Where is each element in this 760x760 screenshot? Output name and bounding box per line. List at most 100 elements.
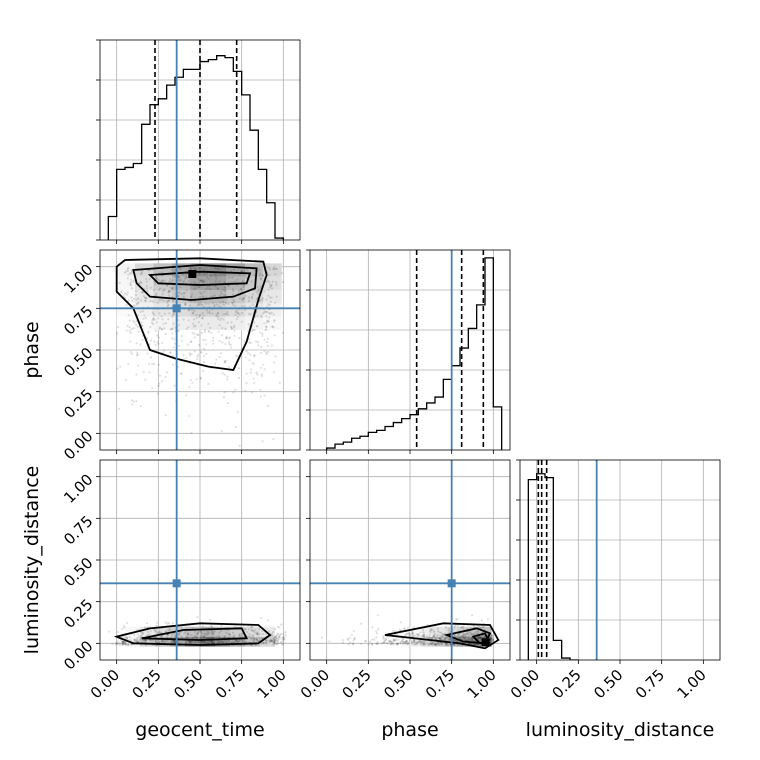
scatter-point (392, 639, 395, 642)
scatter-point (453, 639, 457, 642)
scatter-point (214, 285, 217, 288)
scatter-point (443, 636, 446, 639)
scatter-point (135, 351, 139, 354)
scatter-point (130, 328, 134, 331)
scatter-point (182, 273, 185, 276)
scatter-point (167, 299, 170, 302)
scatter-point (177, 275, 180, 278)
scatter-point (166, 622, 169, 625)
scatter-point (229, 343, 233, 346)
scatter-point (155, 277, 159, 280)
scatter-point (130, 352, 134, 355)
scatter-point (260, 642, 263, 645)
scatter-point (282, 635, 285, 639)
scatter-point (276, 625, 279, 629)
scatter-point (419, 643, 422, 646)
scatter-point (224, 342, 227, 346)
scatter-point (273, 334, 276, 337)
x-tick-label: 0.75 (422, 666, 458, 702)
scatter-point (476, 643, 479, 646)
scatter-point (384, 638, 388, 641)
scatter-point (135, 638, 138, 642)
scatter-point (233, 634, 236, 637)
scatter-point (125, 637, 129, 640)
density-cell (171, 290, 190, 304)
scatter-point (267, 350, 270, 353)
scatter-point (399, 621, 402, 624)
scatter-point (196, 358, 199, 361)
scatter-point (207, 329, 210, 333)
scatter-point (393, 639, 396, 642)
scatter-point (123, 642, 126, 646)
scatter-point (353, 637, 356, 640)
scatter-point (273, 641, 276, 645)
scatter-point (222, 395, 225, 399)
scatter-point (193, 309, 196, 313)
scatter-point (206, 630, 209, 633)
scatter-point (391, 642, 395, 645)
scatter-point (164, 322, 167, 325)
scatter-point (439, 638, 442, 641)
scatter-point (261, 297, 265, 300)
scatter-point (222, 293, 226, 297)
scatter-point (228, 343, 231, 346)
scatter-point (227, 341, 231, 344)
scatter-point (402, 638, 405, 641)
scatter-point (364, 640, 367, 643)
scatter-point (163, 327, 166, 330)
scatter-point (193, 350, 196, 353)
scatter-point (217, 641, 220, 645)
scatter-point (266, 340, 269, 344)
scatter-point (465, 638, 469, 642)
scatter-point (238, 444, 241, 447)
scatter-point (268, 274, 271, 277)
scatter-point (386, 642, 389, 645)
y-tick-label: 0.00 (60, 427, 96, 463)
scatter-point (180, 635, 183, 638)
scatter-point (129, 331, 132, 335)
scatter-point (263, 311, 266, 314)
scatter-point (434, 643, 437, 646)
scatter-point (269, 635, 272, 638)
scatter-point (453, 625, 456, 628)
scatter-point (190, 640, 193, 643)
scatter-point (283, 638, 286, 641)
scatter-point (469, 633, 472, 636)
scatter-point (229, 325, 233, 328)
scatter-point (125, 636, 128, 639)
scatter-point (209, 287, 212, 291)
scatter-point (429, 627, 432, 630)
scatter-point (182, 295, 185, 298)
scatter-point (200, 292, 203, 295)
scatter-point (401, 640, 405, 643)
scatter-point (252, 363, 255, 366)
scatter-point (275, 642, 278, 646)
scatter-point (235, 309, 238, 312)
scatter-point (273, 266, 276, 269)
scatter-point (193, 635, 196, 638)
panel-content (100, 250, 300, 450)
scatter-point (182, 318, 185, 321)
scatter-point (161, 318, 164, 321)
scatter-point (250, 625, 253, 628)
scatter-point (161, 640, 164, 643)
scatter-point (250, 626, 253, 629)
scatter-point (466, 632, 469, 635)
scatter-point (265, 298, 268, 301)
scatter-point (347, 638, 350, 642)
scatter-point (120, 643, 124, 646)
scatter-point (184, 303, 187, 306)
scatter-point (251, 303, 254, 306)
scatter-point (249, 341, 252, 344)
scatter-point (114, 643, 117, 646)
scatter-point (206, 632, 209, 636)
scatter-point (403, 627, 406, 630)
scatter-point (211, 302, 215, 305)
scatter-point (210, 640, 214, 643)
scatter-point (160, 341, 164, 344)
scatter-point (265, 305, 269, 308)
scatter-point (434, 632, 437, 636)
scatter-point (432, 634, 436, 637)
density-cell (135, 316, 154, 330)
scatter-point (173, 641, 176, 644)
